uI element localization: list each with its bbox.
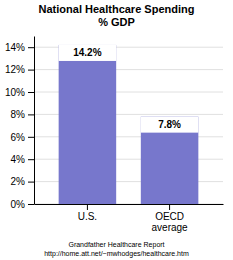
y-tick-mark — [28, 182, 34, 183]
y-tick: 14% — [5, 42, 34, 53]
y-tick: 8% — [11, 109, 34, 120]
title: National Healthcare Spending% GDP — [39, 3, 195, 28]
footer: http://home.att.net/~mwhodges/healthcare… — [44, 250, 189, 258]
title-line: National Healthcare Spending — [39, 3, 195, 15]
marks — [59, 45, 199, 204]
x-tick: OECDaverage — [152, 204, 189, 233]
y-tick: 4% — [11, 154, 34, 165]
x-axis: U.S. OECDaverage — [35, 204, 224, 233]
y-tick-label: 6% — [11, 132, 26, 143]
x-tick-label: OECDaverage — [152, 211, 189, 233]
x-axis-line — [35, 204, 224, 205]
y-axis: 0% 2% 4% 6% 8% 10% 12% 14% — [5, 37, 35, 210]
y-tick: 12% — [5, 64, 34, 75]
y-tick: 6% — [11, 132, 34, 143]
x-tick: U.S. — [78, 204, 97, 222]
y-tick: 0% — [11, 199, 34, 210]
y-tick-label: 0% — [11, 199, 26, 210]
y-tick-mark — [28, 70, 34, 71]
x-tick-mark — [169, 204, 170, 210]
y-tick-mark — [28, 92, 34, 93]
bar — [59, 45, 117, 204]
data-labels: 14.2% 7.8% — [73, 47, 181, 130]
y-axis-line — [34, 37, 35, 205]
y-tick-mark — [28, 204, 34, 205]
bar — [141, 117, 199, 204]
y-tick-mark — [28, 159, 34, 160]
x-tick-label-line: OECD — [155, 211, 184, 222]
y-tick-mark — [28, 47, 34, 48]
y-tick-label: 8% — [11, 109, 26, 120]
x-tick-label-line: U.S. — [78, 211, 97, 222]
chart: National Healthcare Spending% GDP 14.2% 7.… — [0, 0, 233, 260]
y-tick-label: 14% — [5, 42, 25, 53]
title-line: % GDP — [98, 16, 135, 28]
y-tick: 2% — [11, 176, 34, 187]
label-box — [141, 117, 199, 133]
y-tick-label: 2% — [11, 176, 26, 187]
footer: Grandfather Healthcare Report — [68, 241, 164, 249]
y-tick-label: 12% — [5, 64, 25, 75]
label-box — [59, 45, 117, 61]
y-tick: 10% — [5, 87, 34, 98]
y-tick-mark — [28, 137, 34, 138]
x-tick-mark — [87, 204, 88, 210]
y-tick-label: 10% — [5, 87, 25, 98]
y-tick-label: 4% — [11, 154, 26, 165]
data-label: 7.8% — [158, 119, 181, 130]
data-label: 14.2% — [73, 47, 101, 58]
y-tick-mark — [28, 114, 34, 115]
x-tick-label: U.S. — [78, 211, 97, 222]
x-tick-label-line: average — [152, 222, 189, 233]
